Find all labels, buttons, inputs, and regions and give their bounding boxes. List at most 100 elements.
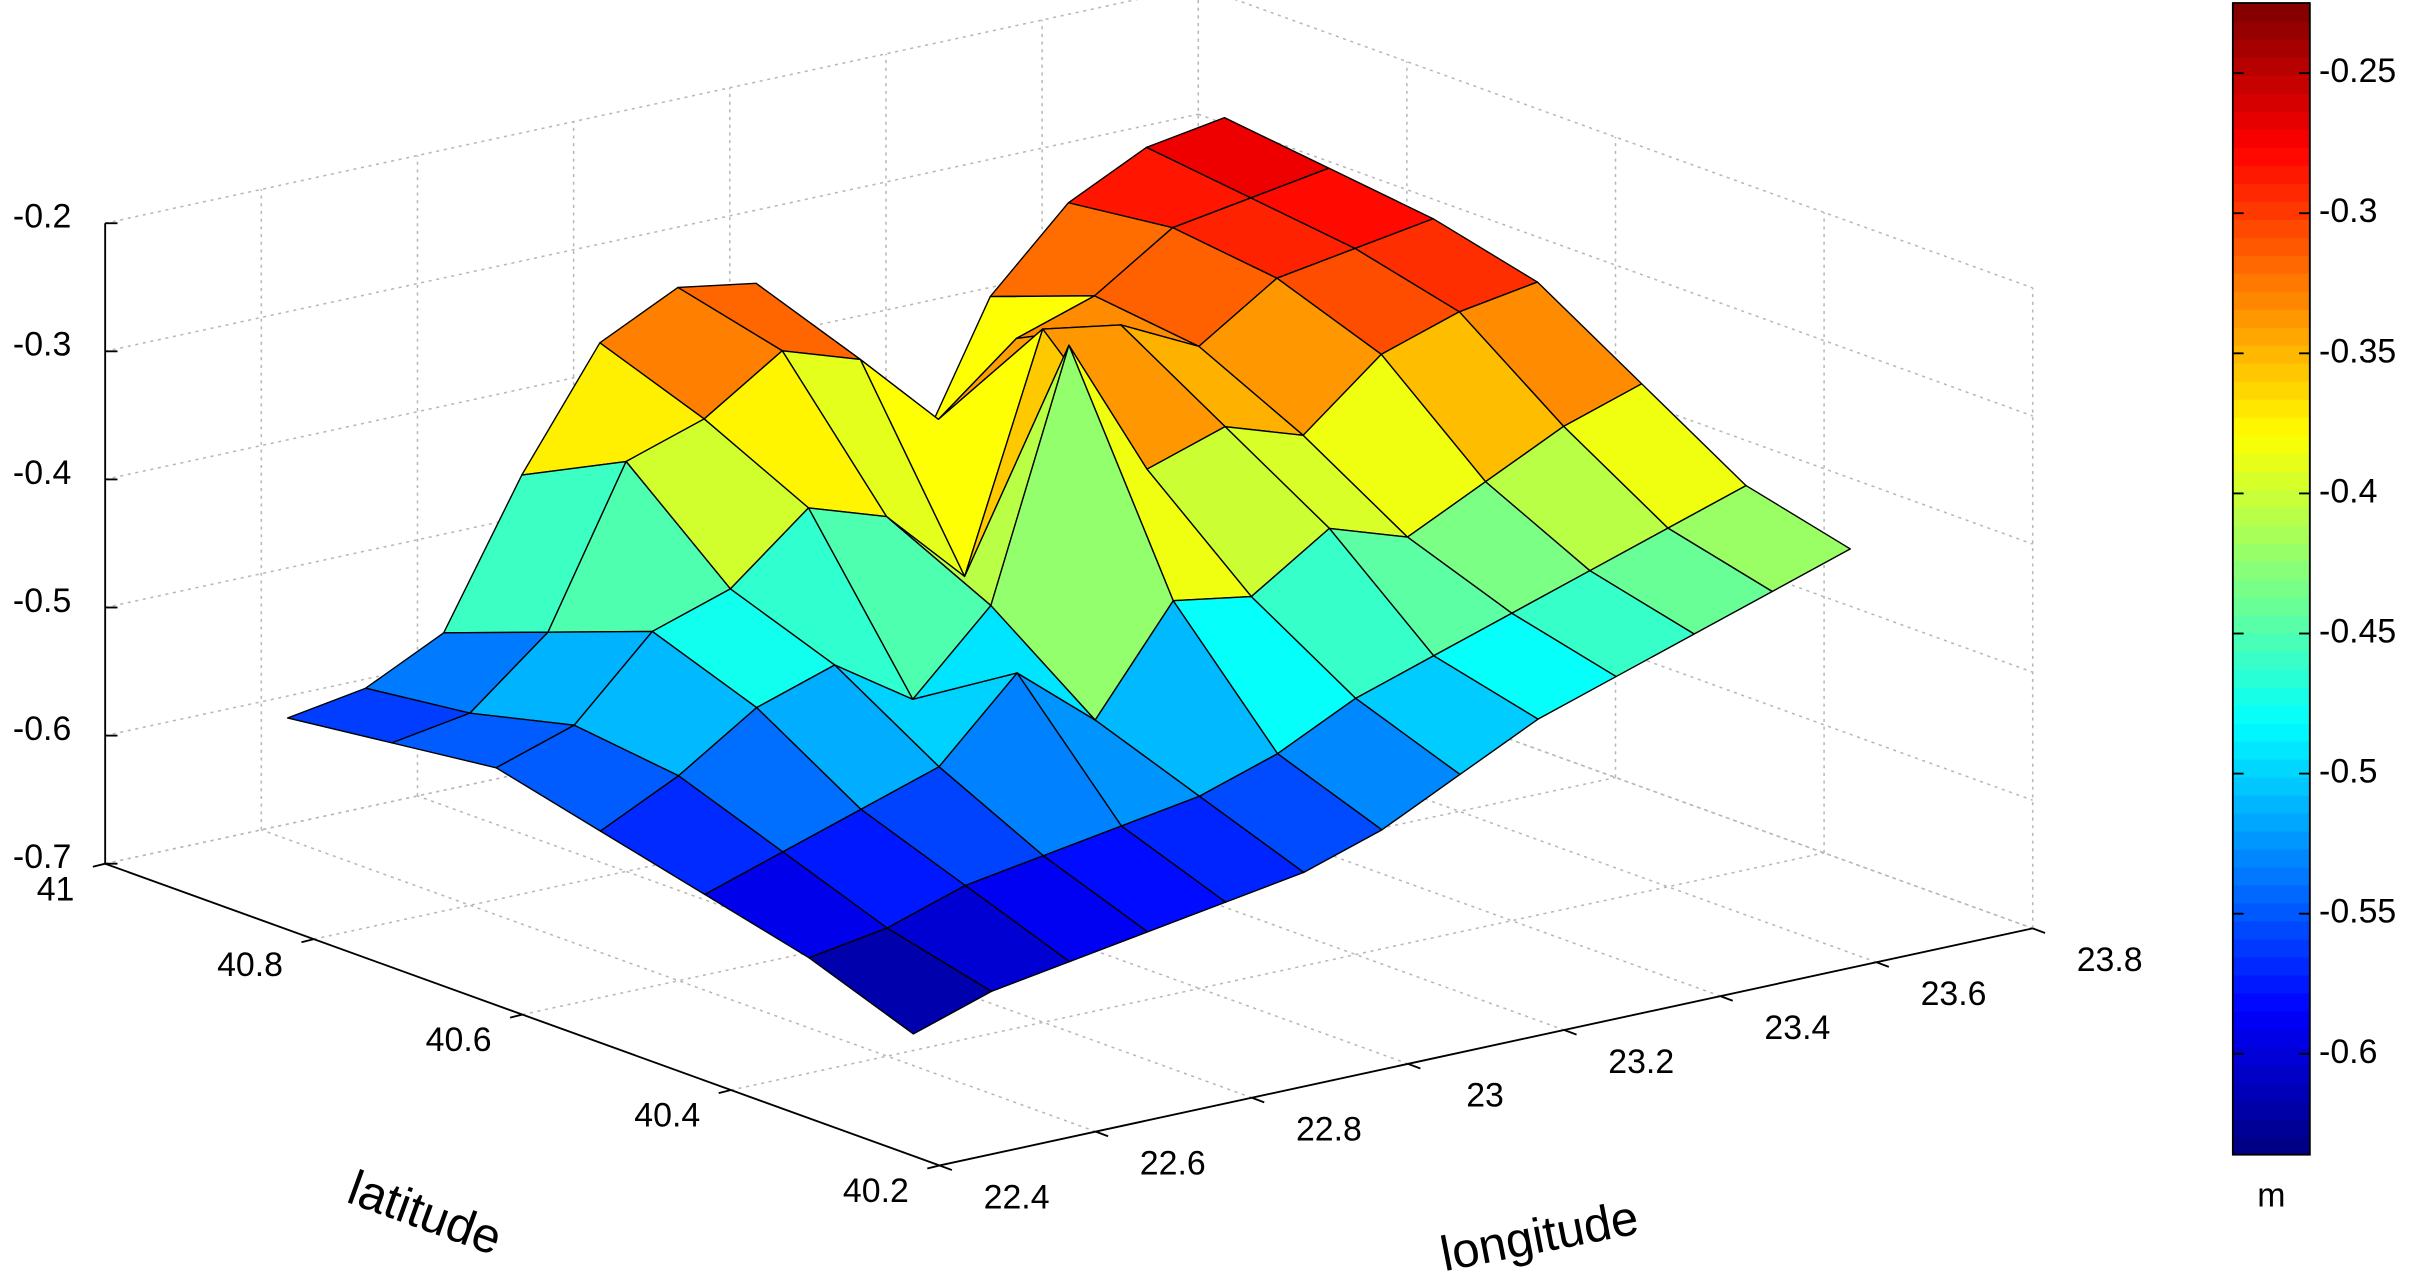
colorbar-swatch <box>2232 866 2310 886</box>
colorbar-tick-label: -0.4 <box>2319 472 2377 510</box>
colorbar-tick-label: -0.5 <box>2319 753 2377 791</box>
colorbar-swatch <box>2232 937 2310 958</box>
colorbar-swatch <box>2232 848 2310 868</box>
y-tick-label: 40.6 <box>426 1021 492 1059</box>
colorbar-swatch <box>2232 919 2310 940</box>
colorbar-swatch <box>2232 164 2310 184</box>
colorbar-swatch <box>2232 668 2310 688</box>
colorbar-swatch <box>2232 686 2310 706</box>
x-tick-label: 22.8 <box>1296 1111 1362 1149</box>
y-tick-label: 40.8 <box>217 946 283 984</box>
grid-line <box>417 795 1253 1099</box>
colorbar-swatch <box>2232 236 2310 256</box>
colorbar-swatch <box>2232 596 2310 616</box>
colorbar-swatch <box>2232 434 2310 454</box>
colorbar-swatch <box>2232 362 2310 382</box>
y-tick <box>92 862 106 868</box>
colorbar-swatch <box>2232 560 2310 580</box>
grid-line <box>1198 113 2033 417</box>
surface-patch <box>808 927 993 1035</box>
colorbar-swatch <box>2232 488 2310 508</box>
colorbar-swatch <box>2232 470 2310 490</box>
grid-line <box>522 776 1616 1016</box>
colorbar-swatch <box>2232 973 2310 994</box>
x-tick-label: 22.6 <box>1140 1144 1206 1182</box>
colorbar-tick-label: -0.6 <box>2319 1033 2377 1071</box>
z-tick-label: -0.2 <box>13 198 71 236</box>
colorbar-tick-label: -0.35 <box>2319 332 2396 370</box>
colorbar-swatch <box>2232 955 2310 976</box>
colorbar-swatch <box>2232 128 2310 148</box>
x-tick-label: 23.2 <box>1608 1043 1674 1081</box>
colorbar-swatch <box>2232 398 2310 418</box>
colorbar-swatch <box>2232 272 2310 292</box>
grid-line <box>261 829 1097 1133</box>
x-tick <box>1876 961 1890 968</box>
x-tick-label: 23 <box>1466 1077 1504 1115</box>
y-axis-label: latitude <box>341 1160 509 1266</box>
colorbar-swatch <box>2232 182 2310 202</box>
z-tick-label: -0.6 <box>13 710 71 748</box>
x-tick-label: 23.8 <box>2077 941 2143 979</box>
colorbar-swatch <box>2232 578 2310 598</box>
colorbar-swatch <box>2232 1117 2310 1138</box>
colorbar-swatch <box>2232 20 2310 40</box>
colorbar-tick-label: -0.45 <box>2319 612 2396 650</box>
colorbar-swatch <box>2232 542 2310 562</box>
colorbar-swatch <box>2232 1027 2310 1048</box>
colorbar-swatch <box>2232 722 2310 742</box>
x-axis-label: longitude <box>1436 1190 1643 1282</box>
grid-line <box>1234 0 2033 289</box>
y-tick <box>927 1164 940 1170</box>
z-tick-label: -0.4 <box>13 454 71 492</box>
colorbar-swatch <box>2232 74 2310 94</box>
colorbar-swatch <box>2232 110 2310 130</box>
grid-line <box>105 0 1139 224</box>
colorbar-tick-label: -0.3 <box>2319 192 2377 230</box>
colorbar-swatch <box>2232 524 2310 544</box>
x-tick-label: 23.4 <box>1764 1009 1830 1047</box>
colorbar-swatch <box>2232 38 2310 58</box>
colorbar-swatch <box>2232 380 2310 400</box>
colorbar-swatch <box>2232 218 2310 238</box>
z-tick-label: -0.3 <box>13 326 71 364</box>
x-tick <box>1095 1130 1109 1138</box>
x-tick-label: 23.6 <box>1921 975 1987 1013</box>
colorbar-swatch <box>2232 704 2310 724</box>
colorbar-swatch <box>2232 758 2310 778</box>
colorbar-frame <box>2231 2 2311 1156</box>
grid-line <box>105 113 1199 353</box>
colorbar-swatch <box>2232 146 2310 166</box>
colorbar-swatch <box>2232 830 2310 850</box>
colorbar-swatch <box>2232 452 2310 472</box>
x-axis <box>939 927 2033 1167</box>
colorbar-swatch <box>2232 1045 2310 1066</box>
colorbar-swatch <box>2232 506 2310 526</box>
colorbar-swatch <box>2232 614 2310 634</box>
colorbar-swatch <box>2232 308 2310 328</box>
colorbar-swatch <box>2232 794 2310 814</box>
x-tick <box>1251 1096 1265 1104</box>
colorbar-swatch <box>2232 290 2310 310</box>
colorbar-swatch <box>2232 56 2310 76</box>
colorbar-tick-label: -0.25 <box>2319 52 2396 90</box>
colorbar-swatch <box>2232 1009 2310 1030</box>
x-tick <box>2032 927 2046 934</box>
y-tick <box>718 1089 732 1094</box>
x-tick <box>939 1164 953 1171</box>
colorbar-swatch <box>2232 884 2310 904</box>
x-tick <box>1720 995 1734 1002</box>
colorbar-tick-label: -0.55 <box>2319 893 2396 931</box>
x-tick-label: 22.4 <box>984 1178 1050 1216</box>
y-tick <box>301 938 315 944</box>
colorbar-swatch <box>2232 326 2310 346</box>
colorbar-swatch <box>2232 416 2310 436</box>
x-tick <box>1407 1062 1421 1070</box>
colorbar-swatch <box>2232 200 2310 220</box>
colorbar-swatch <box>2232 650 2310 670</box>
y-tick-label: 41 <box>37 870 75 908</box>
z-tick-label: -0.5 <box>13 582 71 620</box>
colorbar-swatch <box>2232 1135 2310 1156</box>
colorbar-swatch <box>2232 901 2310 922</box>
